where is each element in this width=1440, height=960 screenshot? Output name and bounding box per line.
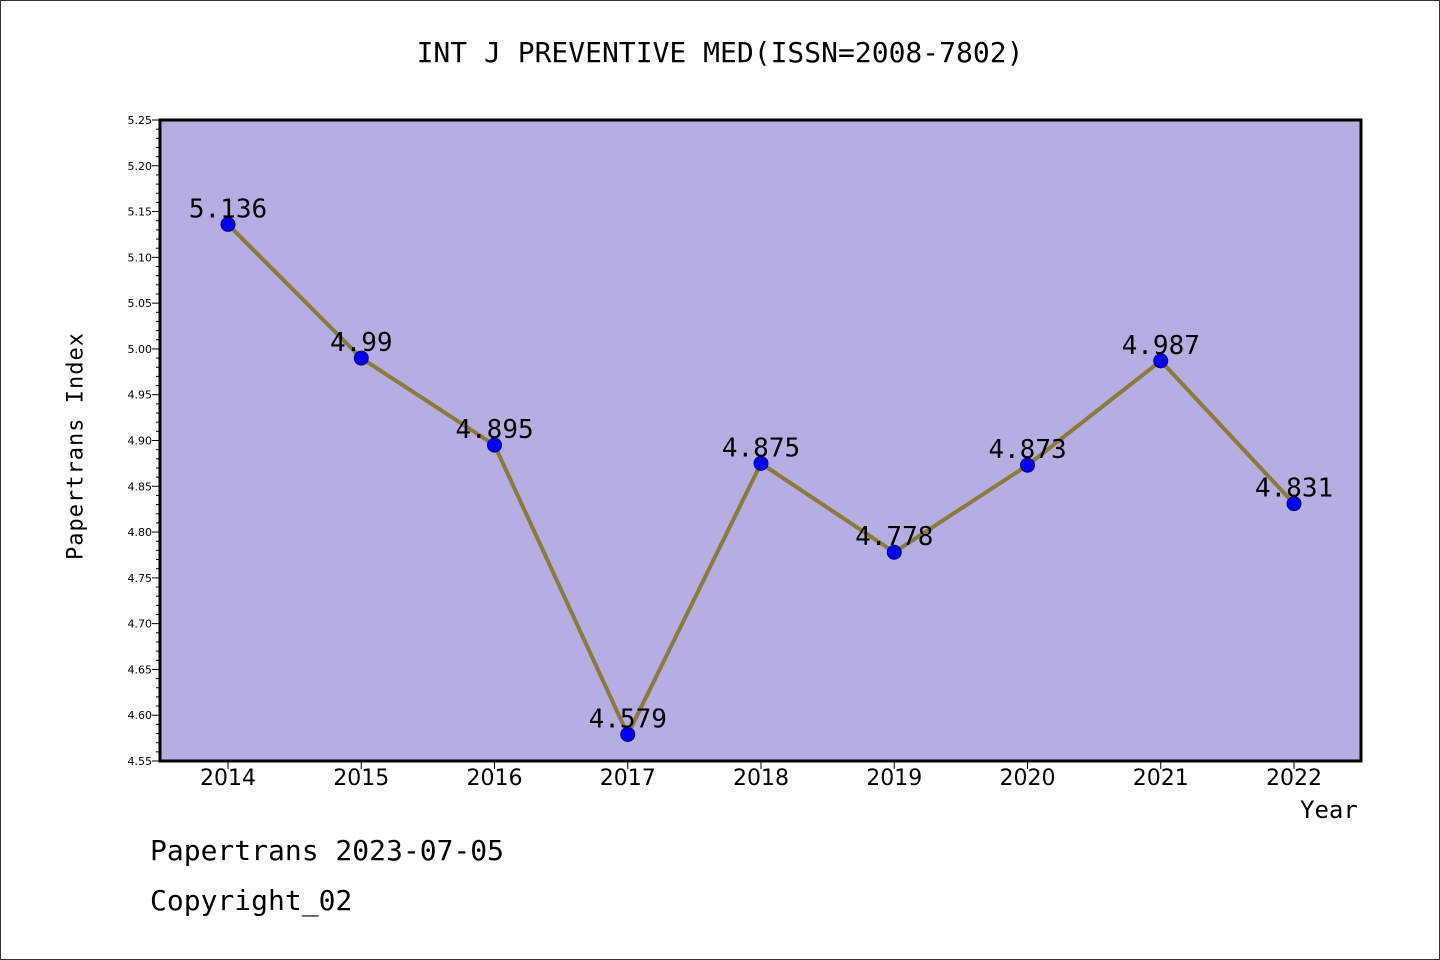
y-tick-label: 5.15	[128, 206, 153, 219]
x-tick-label: 2021	[1133, 766, 1189, 791]
data-point	[753, 455, 769, 471]
x-tick-label: 2016	[467, 766, 523, 791]
y-tick-label: 5.00	[128, 343, 153, 356]
y-tick-label: 5.10	[128, 251, 153, 264]
y-tick-label: 4.85	[128, 480, 153, 493]
data-point	[353, 350, 369, 366]
data-label: 4.579	[589, 704, 667, 734]
x-axis: 2014 2015 2016 2017 2018 2019 2020 2021 2022	[200, 761, 1322, 791]
y-tick-label: 4.65	[128, 663, 153, 676]
data-point	[886, 544, 902, 560]
data-point	[487, 437, 502, 453]
data-label: 4.778	[855, 522, 933, 552]
x-tick-label: 2020	[1000, 766, 1056, 791]
data-point	[220, 216, 236, 232]
x-tick-label: 2018	[733, 766, 789, 791]
x-tick-label: 2014	[200, 766, 256, 791]
footer-date-text: Papertrans 2023-07-05	[150, 834, 505, 867]
data-label: 4.873	[988, 435, 1066, 465]
data-point	[620, 726, 636, 742]
chart-title: INT J PREVENTIVE MED(ISSN=2008-7802)	[416, 36, 1024, 69]
y-tick-label: 5.25	[128, 114, 153, 127]
y-tick-label: 5.05	[128, 297, 153, 310]
plot-border	[158, 118, 1363, 763]
data-labels: 5.136 4.99 4.895 4.579 4.875 4.778 4.873 4.987 4…	[189, 194, 1333, 734]
data-point	[1286, 496, 1302, 512]
x-tick-label: 2017	[600, 766, 656, 791]
data-point	[1153, 353, 1169, 369]
y-tick-label: 4.90	[128, 435, 153, 448]
data-label: 4.875	[722, 433, 800, 463]
x-tick-label: 2022	[1266, 766, 1322, 791]
y-tick-label: 4.75	[128, 572, 153, 585]
x-tick-label: 2015	[333, 766, 389, 791]
series-markers	[220, 216, 1302, 742]
y-axis-label: Papertrans Index	[63, 332, 89, 560]
x-axis-label: Year	[1300, 796, 1358, 824]
x-tick-label: 2019	[866, 766, 922, 791]
plot-area	[160, 120, 1361, 761]
y-axis: 4.55 4.60 4.65 4.70 4.75 4.80 4.85 4.90 4.95 5.00…	[128, 114, 160, 768]
data-label: 4.987	[1122, 331, 1200, 361]
data-point	[1020, 457, 1035, 473]
y-tick-label: 4.55	[128, 755, 153, 768]
y-tick-label: 4.95	[128, 389, 153, 402]
data-label: 4.895	[455, 415, 533, 445]
y-tick-label: 4.70	[128, 618, 153, 631]
y-tick-label: 4.80	[128, 526, 153, 539]
y-tick-label: 5.20	[128, 160, 153, 173]
footer-copyright-text: Copyright_02	[150, 884, 353, 917]
data-label: 4.831	[1255, 474, 1333, 504]
y-tick-label: 4.60	[128, 709, 153, 722]
data-label: 5.136	[189, 194, 267, 224]
data-label: 4.99	[330, 328, 393, 358]
